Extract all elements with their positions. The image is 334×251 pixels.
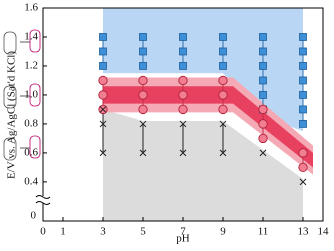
axis-break-gap [37,196,49,203]
square-marker [299,91,307,99]
y-tick-label: 1.6 [24,2,38,14]
square-marker [99,47,107,56]
circle-marker [178,104,188,115]
square-marker [219,62,227,70]
x-tick-label: 13 [298,226,310,238]
plot [98,8,313,221]
circle-marker [138,75,148,86]
cross-marker [259,149,267,157]
square-marker [99,62,107,70]
square-marker [259,76,267,85]
x-tick-label: 3 [100,226,106,238]
y-tick-label: 0.8 [24,117,38,129]
square-marker [139,62,147,70]
y-tick-label: 1.2 [24,59,38,71]
circle-marker [298,148,308,158]
square-marker [299,76,307,85]
x-tick-label: 1 [60,226,66,238]
shaded-area [103,109,303,221]
cross-marker [219,120,227,128]
square-marker [299,62,307,70]
circle-marker [218,90,228,100]
y-tick-label: 1.0 [24,88,38,100]
square-marker [299,33,307,41]
square-marker [99,33,107,41]
circle-marker [258,104,268,115]
cross-marker [99,106,107,113]
x-axis-label: pH [176,233,190,245]
square-marker [259,47,267,56]
y-axis-label: E/V vs. Ag/AgCl (Sat'd KCl) [6,51,18,179]
x-tick-label: 9 [220,226,226,238]
x-tick-label: 11 [258,226,269,238]
y-tick-label: 0.6 [24,146,38,158]
axis-break-mark [35,195,51,205]
square-marker [219,47,227,56]
cross-marker [179,149,187,157]
circle-marker [298,162,308,173]
circle-marker [138,90,148,100]
square-marker [179,47,187,56]
y-tick-label: 1.4 [24,31,38,43]
cross-marker [219,149,227,157]
cross-marker [99,149,107,157]
square-marker [259,62,267,70]
square-marker [179,62,187,70]
circle-marker [178,90,188,100]
circle-marker [98,75,108,86]
y-axis-break-label: 0 [31,210,37,222]
square-marker [259,91,267,99]
x-tick-label: 5 [140,226,146,238]
square-marker [299,47,307,56]
square-marker [139,47,147,56]
circle-marker [178,75,188,86]
square-marker [299,105,307,114]
x-tick-label: 0 [40,226,46,238]
circle-marker [138,104,148,115]
circle-marker [258,119,268,129]
cross-marker [139,120,147,128]
y-tick-label: 0.4 [24,175,38,187]
square-marker [299,120,307,128]
cross-marker [139,149,147,157]
shaded-area [103,86,313,168]
cross-marker [99,120,107,128]
square-marker [179,33,187,41]
circle-marker [218,75,228,86]
x-tick-label: 14 [318,226,330,238]
circle-marker [258,133,268,144]
square-marker [139,33,147,41]
circle-marker [218,104,228,115]
square-marker [219,33,227,41]
nanotube-icons [3,29,41,161]
cross-marker [179,120,187,128]
x-tick-label: 7 [180,226,186,238]
circle-marker [98,90,108,100]
cross-marker [299,178,307,186]
square-marker [259,33,267,41]
